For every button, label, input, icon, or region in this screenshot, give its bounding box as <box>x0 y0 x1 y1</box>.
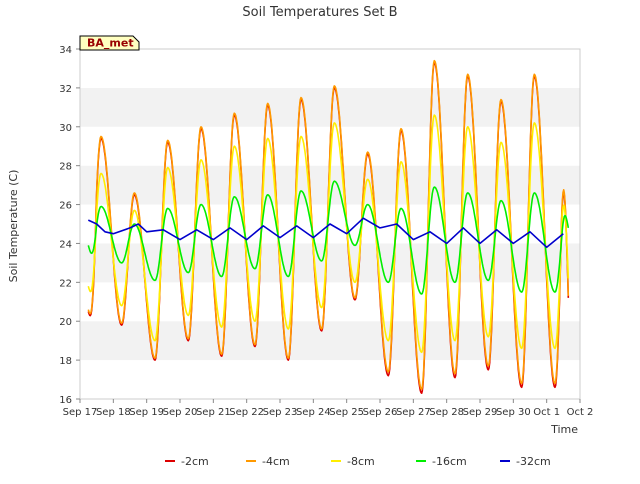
x-tick-label: Sep 24 <box>296 407 331 418</box>
badge-shape <box>79 35 140 51</box>
chart-title: Soil Temperatures Set B <box>242 5 397 20</box>
x-tick-label: Sep 28 <box>429 407 464 418</box>
background-band <box>80 282 580 322</box>
series-line-minus-8cm <box>87 114 570 354</box>
legend-label: -16cm <box>432 455 467 468</box>
y-tick-label: 30 <box>59 123 72 134</box>
y-axis-ticks: 16 18 20 22 24 26 28 30 32 34 <box>59 45 80 406</box>
series-lines <box>87 59 570 394</box>
x-tick-label: Sep 30 <box>496 407 531 418</box>
x-tick-label: Sep 18 <box>96 407 131 418</box>
x-axis-label: Time <box>550 423 578 436</box>
x-tick-label: Sep 23 <box>263 407 298 418</box>
y-tick-label: 22 <box>59 278 72 289</box>
y-tick-label: 32 <box>59 84 72 95</box>
series-line-minus-32cm <box>87 217 564 249</box>
x-tick-label: Sep 25 <box>329 407 364 418</box>
y-tick-label: 18 <box>59 356 72 367</box>
x-tick-label: Sep 27 <box>396 407 431 418</box>
x-tick-label: Oct 2 <box>567 407 594 418</box>
badge-label: BA_met <box>87 37 134 50</box>
background-band <box>80 243 580 283</box>
background-band <box>80 87 580 127</box>
ba-met-badge: BA_met <box>79 35 140 51</box>
x-tick-label: Sep 22 <box>229 407 264 418</box>
y-tick-label: 28 <box>59 162 72 173</box>
legend-label: -2cm <box>181 455 209 468</box>
x-tick-label: Oct 1 <box>533 407 560 418</box>
x-tick-label: Sep 17 <box>63 407 98 418</box>
y-tick-label: 16 <box>59 395 72 406</box>
legend-label: -4cm <box>262 455 290 468</box>
plot-frame <box>79 48 581 400</box>
x-tick-label: Sep 19 <box>129 407 164 418</box>
x-tick-label: Sep 21 <box>196 407 231 418</box>
legend-label: -32cm <box>516 455 551 468</box>
background-band <box>80 360 580 399</box>
series-line-minus-16cm <box>87 180 570 295</box>
background-band <box>80 321 580 361</box>
y-axis-label: Soil Temperature (C) <box>7 170 20 283</box>
legend: -2cm -4cm -8cm -16cm -32cm <box>165 455 551 468</box>
x-tick-label: Sep 20 <box>163 407 198 418</box>
y-tick-label: 26 <box>59 201 72 212</box>
y-tick-label: 20 <box>59 317 72 328</box>
x-tick-label: Sep 26 <box>363 407 398 418</box>
y-tick-label: 24 <box>59 239 72 250</box>
background-band <box>80 49 580 88</box>
y-tick-label: 34 <box>59 45 72 56</box>
x-tick-label: Sep 29 <box>463 407 498 418</box>
legend-label: -8cm <box>347 455 375 468</box>
